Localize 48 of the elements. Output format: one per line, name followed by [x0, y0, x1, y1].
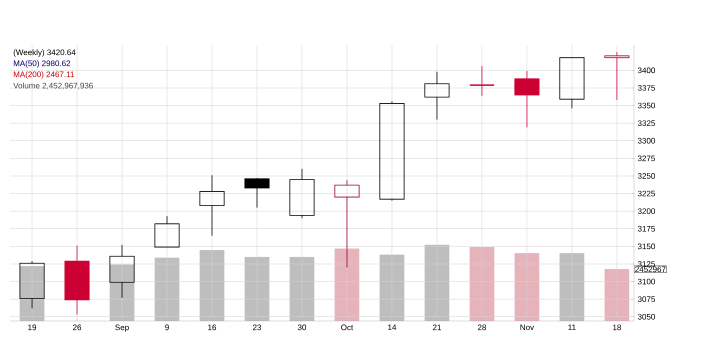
annotation: (Weekly) 3420.64 [14, 49, 76, 57]
x-tick-label: Oct [341, 324, 354, 330]
x-tick-label: 16 [208, 324, 216, 330]
candlestick [424, 71, 450, 120]
x-tick-label: 21 [432, 324, 442, 330]
x-tick-label: 11 [568, 324, 576, 330]
x-tick-label: Nov [520, 324, 534, 330]
x-tick-label: 28 [478, 324, 486, 330]
y-tick-label: 3125 [638, 261, 655, 267]
bar [110, 264, 134, 321]
y-tick-label: 3200 [638, 208, 656, 214]
annotation: MA(200) 2467.11 [14, 71, 74, 79]
candlestick [468, 66, 495, 96]
y-tick-label: 3075 [638, 296, 655, 302]
candlestick [514, 70, 540, 128]
y-tick-label: 3225 [638, 190, 655, 196]
bar [514, 253, 540, 321]
x-tick-label: 9 [165, 324, 169, 330]
candlestick [244, 178, 270, 208]
y-tick-label: 3400 [638, 68, 656, 74]
bar [20, 266, 44, 321]
y-tick-label: 3100 [638, 278, 656, 284]
x-tick-label: 19 [28, 324, 36, 330]
candlestick [199, 174, 225, 236]
candlestick [64, 245, 90, 316]
candlestick [604, 52, 630, 100]
bar [380, 254, 404, 321]
x-tick-label: 26 [72, 324, 82, 330]
y-tick-label: 3350 [638, 102, 656, 108]
x-tick-label: 30 [298, 324, 306, 330]
bar [334, 248, 360, 321]
annotation: MA(50) 2980.62 [14, 60, 70, 68]
x-tick-label: 14 [388, 324, 396, 330]
y-tick-label: 3325 [638, 120, 655, 126]
y-tick-label: 3375 [638, 85, 655, 91]
y-tick-label: 3050 [638, 314, 656, 320]
x-tick-label: 18 [613, 324, 622, 330]
y-tick-label: 3300 [638, 138, 656, 144]
y-tick-label: 3175 [638, 226, 655, 232]
annotation: 2452967 [635, 266, 666, 272]
x-tick-label: Sep [115, 324, 129, 332]
y-tick-label: 3250 [638, 173, 656, 179]
x-tick-label: 23 [252, 324, 262, 330]
bar [604, 269, 630, 321]
y-tick-label: 3275 [638, 156, 655, 162]
bar [154, 258, 180, 321]
annotation: Volume 2,452,967,936 [13, 82, 93, 90]
y-tick-label: 3150 [638, 244, 656, 250]
